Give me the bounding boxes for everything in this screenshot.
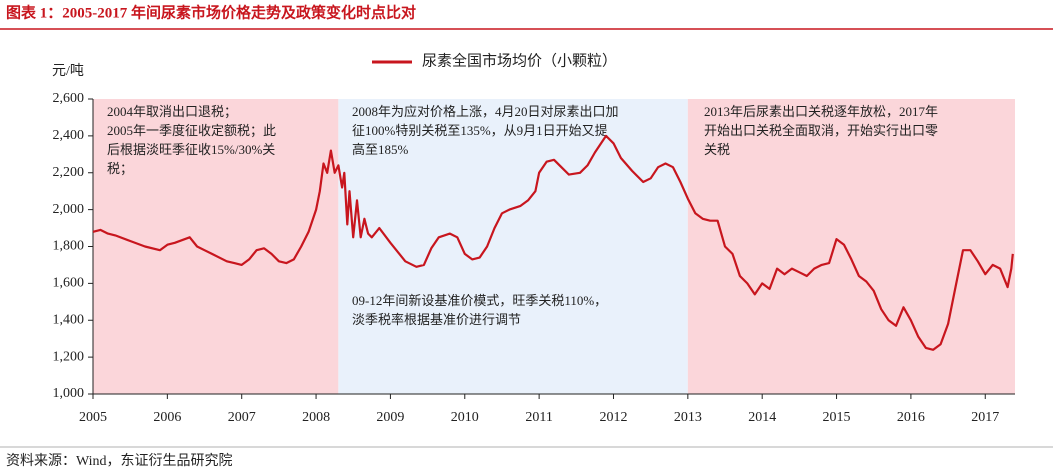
source: 资料来源：Wind，东证衍生品研究院 bbox=[6, 453, 233, 469]
policy-region bbox=[93, 99, 339, 394]
x-tick-label: 2011 bbox=[525, 410, 552, 425]
x-tick-label: 2010 bbox=[451, 410, 479, 425]
x-tick-label: 2006 bbox=[153, 410, 181, 425]
x-tick-label: 2007 bbox=[228, 410, 256, 425]
annotation: 征100%特别关税至135%，从9月1日开始又提 bbox=[352, 123, 608, 138]
y-tick-label: 2,400 bbox=[53, 128, 85, 143]
annotation: 2008年为应对价格上涨，4月20日对尿素出口加 bbox=[352, 104, 619, 119]
legend-label: 尿素全国市场均价（小颗粒） bbox=[422, 51, 617, 69]
annotation: 2004年取消出口退税； bbox=[107, 104, 237, 120]
annotation: 淡季税率根据基准价进行调节 bbox=[352, 312, 521, 327]
chart-title: 图表 1：2005-2017 年间尿素市场价格走势及政策变化时点比对 bbox=[6, 3, 416, 21]
annotation: 2013年后尿素出口关税逐年放松，2017年 bbox=[704, 104, 938, 119]
annotation: 关税 bbox=[704, 142, 730, 157]
x-tick-label: 2014 bbox=[748, 410, 776, 425]
annotation: 开始出口关税全面取消，开始实行出口零 bbox=[704, 123, 938, 138]
annotation: 09-12年间新设基准价模式，旺季关税110%， bbox=[352, 293, 607, 308]
annotation: 高至185% bbox=[352, 142, 409, 157]
x-tick-label: 2013 bbox=[674, 410, 702, 425]
policy-region bbox=[687, 99, 1015, 394]
annotation: 后根据淡旺季征收15%/30%关 bbox=[107, 142, 275, 157]
price-line bbox=[92, 134, 1014, 351]
y-tick-label: 1,800 bbox=[53, 239, 85, 254]
annotation: 税； bbox=[107, 161, 133, 177]
annotation: 2005年一季度征收定额税；此 bbox=[107, 123, 276, 139]
x-tick-label: 2005 bbox=[79, 410, 107, 425]
x-tick-label: 2008 bbox=[302, 410, 330, 425]
x-tick-label: 2009 bbox=[376, 410, 404, 425]
y-tick-label: 1,600 bbox=[53, 276, 85, 291]
y-unit: 元/吨 bbox=[52, 63, 84, 79]
policy-region bbox=[338, 99, 688, 394]
y-tick-label: 1,000 bbox=[53, 386, 85, 401]
x-tick-label: 2017 bbox=[971, 410, 999, 425]
y-tick-label: 2,000 bbox=[53, 202, 85, 217]
x-tick-label: 2015 bbox=[823, 410, 851, 425]
y-tick-label: 1,400 bbox=[53, 312, 85, 327]
x-tick-label: 2016 bbox=[897, 410, 925, 425]
y-tick-label: 2,600 bbox=[53, 91, 85, 106]
y-tick-label: 1,200 bbox=[53, 349, 85, 364]
y-tick-label: 2,200 bbox=[53, 165, 85, 180]
x-tick-label: 2012 bbox=[599, 410, 627, 425]
